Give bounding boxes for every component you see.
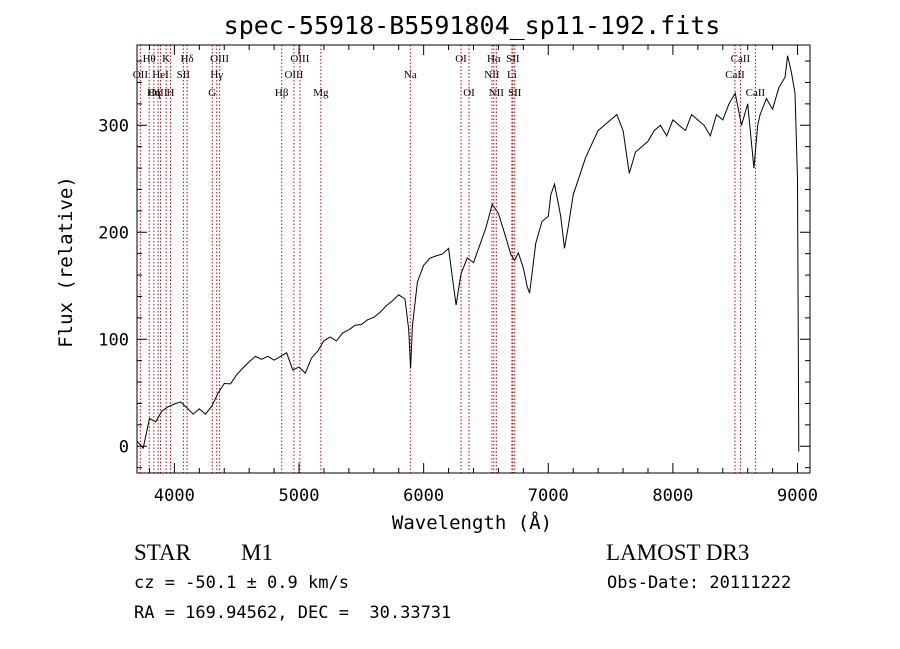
y-tick-label: 100: [98, 330, 129, 350]
y-axis-label: Flux (relative): [55, 176, 77, 348]
x-tick-label: 9000: [777, 486, 818, 506]
chart-title: spec-55918-B5591804_sp11-192.fits: [224, 11, 721, 40]
spectral-line-label: HeI: [152, 69, 169, 81]
flux-series-line: [136, 55, 800, 452]
x-tick-label: 4000: [154, 486, 195, 506]
spectral-line-label: Hθ: [143, 53, 156, 65]
spectral-line-label: Hγ: [210, 69, 223, 81]
velocity-text: cz = -50.1 ± 0.9 km/s: [134, 573, 349, 593]
spectral-line-label: NII: [489, 87, 505, 99]
survey-name: LAMOST DR3: [606, 540, 750, 565]
x-tick-label: 8000: [652, 486, 693, 506]
spectral-line-label: Na: [404, 69, 417, 81]
spectral-line-label: OIII: [284, 69, 303, 81]
spectral-line-label: CaII: [731, 53, 751, 65]
spectral-line-label: OIII: [149, 87, 168, 99]
object-class: STAR: [134, 540, 191, 565]
y-tick-label: 300: [98, 116, 129, 136]
x-axis-label: Wavelength (Å): [392, 511, 552, 534]
spectral-line-label: K: [162, 53, 170, 65]
y-tick-label: 200: [98, 223, 129, 243]
spectral-line-label: Hη: [147, 87, 161, 99]
spectral-line-label: CaII: [725, 69, 745, 81]
spectral-line-label: OII: [133, 69, 149, 81]
object-subclass: M1: [241, 540, 273, 565]
spectral-line-label: OI: [455, 53, 467, 65]
spectral-line-label: SII: [177, 69, 191, 81]
spectral-line-label: Li: [507, 69, 517, 81]
x-axis-ticks: 4000 5000 6000 7000 8000 9000: [148, 45, 818, 506]
spectral-line-label: NII: [484, 69, 500, 81]
spectral-line-label: SII: [506, 53, 520, 65]
spectral-line-label: OI: [463, 87, 475, 99]
spectral-line-markers: [139, 45, 756, 473]
coordinates-text: RA = 169.94562, DEC = 30.33731: [134, 603, 452, 623]
x-tick-label: 7000: [528, 486, 569, 506]
y-tick-label: 0: [119, 437, 129, 457]
spectral-line-label: G: [208, 87, 216, 99]
y-axis-ticks: 0 100 200 300: [98, 60, 810, 469]
spectral-line-label: CaII: [746, 87, 766, 99]
spectral-line-label: Hβ: [275, 87, 289, 99]
plot-frame: [136, 44, 811, 474]
x-tick-label: 5000: [279, 486, 320, 506]
spectral-line-label: H: [167, 87, 175, 99]
spectral-line-label: SII: [508, 87, 522, 99]
spectral-line-label: Mg: [313, 87, 329, 99]
obs-date-text: Obs-Date: 20111222: [607, 573, 792, 593]
spectral-line-label: OIII: [210, 53, 229, 65]
spectral-line-label: OIII: [290, 53, 309, 65]
spectral-line-label: Hα: [487, 53, 501, 65]
spectral-line-label: Hδ: [181, 53, 194, 65]
x-tick-label: 6000: [403, 486, 444, 506]
